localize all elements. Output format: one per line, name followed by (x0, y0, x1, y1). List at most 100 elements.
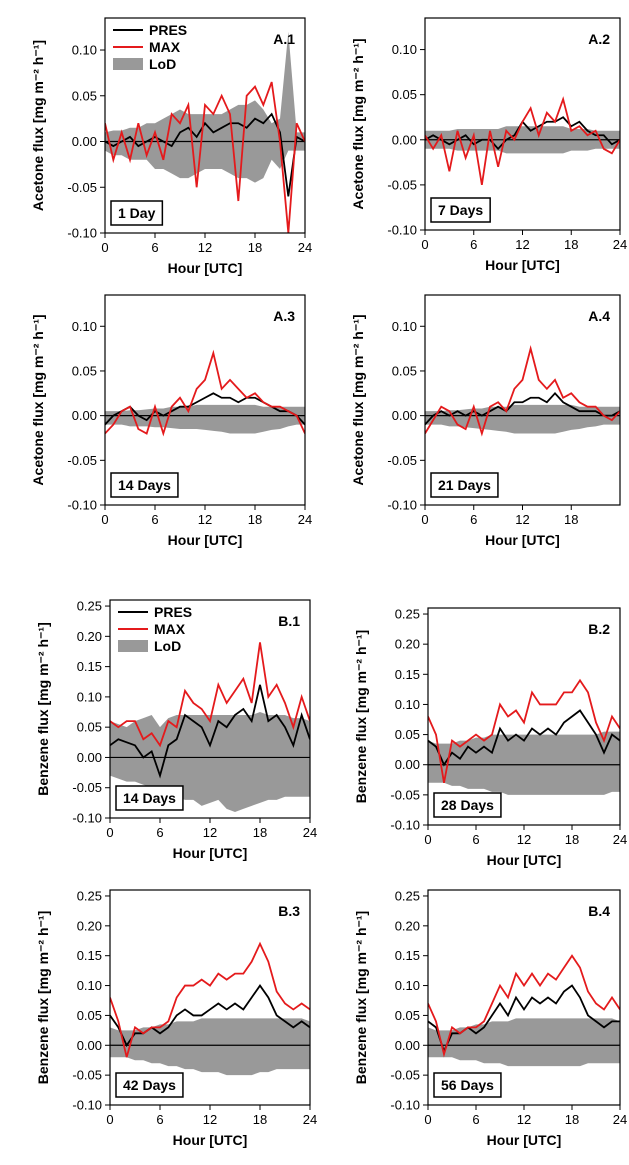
series-line (105, 112, 305, 197)
legend-label: LoD (154, 638, 181, 654)
panel-title: A.1 (273, 31, 295, 47)
annotation-box (110, 472, 179, 498)
lod-area (110, 1018, 310, 1076)
annotation-box (433, 1072, 502, 1098)
x-axis-label: Hour [UTC] (168, 532, 243, 548)
y-tick-label: 0.00 (395, 757, 420, 772)
annotation-box (430, 472, 499, 498)
y-tick-label: 0.10 (77, 978, 102, 993)
axes-frame (104, 294, 306, 506)
plot-area (428, 678, 620, 795)
x-axis-label: Hour [UTC] (487, 852, 562, 868)
y-tick-label: -0.10 (390, 818, 420, 833)
x-tick-label: 18 (564, 512, 578, 527)
x-tick-label: 24 (298, 512, 312, 527)
series-line (428, 954, 620, 1058)
y-axis-label: Acetone flux [mg m⁻² h⁻¹] (350, 314, 366, 485)
annotation: 14 Days (123, 790, 176, 806)
x-tick-label: 12 (515, 237, 529, 252)
x-tick-label: 6 (151, 512, 158, 527)
y-axis-label: Benzene flux [mg m⁻² h⁻¹] (353, 911, 369, 1084)
x-tick-label: 0 (424, 1112, 431, 1127)
axes-frame (424, 17, 621, 231)
y-axis-label: Benzene flux [mg m⁻² h⁻¹] (353, 630, 369, 803)
y-tick-label: 0.00 (77, 1038, 102, 1053)
y-tick-label: 0.20 (395, 918, 420, 933)
panel-title: A.2 (588, 31, 610, 47)
legend-label: PRES (154, 604, 192, 620)
x-tick-label: 6 (156, 1112, 163, 1127)
annotation: 42 Days (123, 1077, 176, 1093)
x-tick-label: 0 (101, 240, 108, 255)
annotation: 28 Days (441, 797, 494, 813)
y-tick-label: 0.10 (392, 42, 417, 57)
axes-frame (104, 17, 306, 234)
y-tick-label: 0.00 (72, 408, 97, 423)
y-tick-label: -0.05 (390, 787, 420, 802)
x-tick-label: 6 (156, 825, 163, 840)
y-tick-label: 0.25 (395, 607, 420, 622)
x-tick-label: 12 (198, 512, 212, 527)
x-tick-label: 6 (151, 240, 158, 255)
x-tick-label: 12 (203, 825, 217, 840)
axes-frame (109, 889, 311, 1106)
panel-title: B.2 (588, 621, 610, 637)
x-tick-label: 12 (203, 1112, 217, 1127)
lod-area (105, 31, 305, 183)
y-tick-label: -0.10 (72, 811, 102, 826)
y-tick-label: 0.05 (72, 363, 97, 378)
y-tick-label: -0.10 (72, 1098, 102, 1113)
plot-area (428, 954, 620, 1067)
y-tick-label: 0.20 (395, 637, 420, 652)
y-axis-label: Benzene flux [mg m⁻² h⁻¹] (35, 911, 51, 1084)
y-tick-label: 0.15 (77, 659, 102, 674)
plot-area (425, 96, 620, 186)
series-line (425, 345, 620, 437)
legend-label: PRES (149, 22, 187, 38)
legend-label: MAX (154, 621, 186, 637)
axes-frame (427, 607, 621, 826)
x-tick-label: 24 (303, 1112, 317, 1127)
y-tick-label: 0.25 (77, 888, 102, 903)
axes-frame (427, 889, 621, 1106)
legend-label: MAX (149, 39, 181, 55)
panel-title: A.4 (588, 308, 610, 324)
x-tick-label: 24 (613, 1112, 627, 1127)
y-tick-label: -0.05 (72, 780, 102, 795)
y-tick-label: 0.05 (395, 727, 420, 742)
panel: -0.10 -0.05 0.00 0.05 0.10 0 6 12 18 24 A.3 Hour [U… (30, 294, 312, 548)
y-tick-label: 0.05 (392, 363, 417, 378)
annotation-box (115, 785, 184, 811)
series-line (110, 941, 310, 1058)
y-tick-label: 0.10 (77, 689, 102, 704)
y-tick-label: 0.15 (77, 948, 102, 963)
y-tick-label: 0.05 (77, 720, 102, 735)
x-tick-label: 18 (253, 1112, 267, 1127)
y-tick-label: 0.10 (395, 978, 420, 993)
x-tick-label: 6 (472, 1112, 479, 1127)
panel-title: B.4 (588, 903, 610, 919)
annotation-box (433, 792, 502, 818)
y-tick-label: 0.20 (77, 629, 102, 644)
lod-area (428, 1018, 620, 1067)
lod-area (428, 731, 620, 795)
x-axis-label: Hour [UTC] (485, 257, 560, 273)
x-tick-label: 0 (424, 832, 431, 847)
axes-frame (424, 294, 621, 506)
y-tick-label: -0.05 (67, 453, 97, 468)
legend-swatch (113, 58, 143, 70)
series-line (110, 684, 310, 779)
panel: -0.10 -0.05 0.00 0.05 0.10 0.15 0.20 0.25 0 6 12 18… (353, 888, 627, 1148)
x-tick-label: 12 (517, 832, 531, 847)
panel: -0.10 -0.05 0.00 0.05 0.10 0 6 12 18 A.4 Hour [UTC… (350, 294, 621, 548)
panel: -0.10 -0.05 0.00 0.05 0.10 0 6 12 18 24 A.2 Hour [U… (350, 17, 627, 273)
y-tick-label: 0.05 (392, 87, 417, 102)
y-tick-label: -0.10 (390, 1098, 420, 1113)
series-line (428, 709, 620, 767)
series-line (110, 642, 310, 748)
plot-area (110, 941, 310, 1076)
x-tick-label: 24 (613, 832, 627, 847)
y-tick-label: 0.00 (392, 408, 417, 423)
